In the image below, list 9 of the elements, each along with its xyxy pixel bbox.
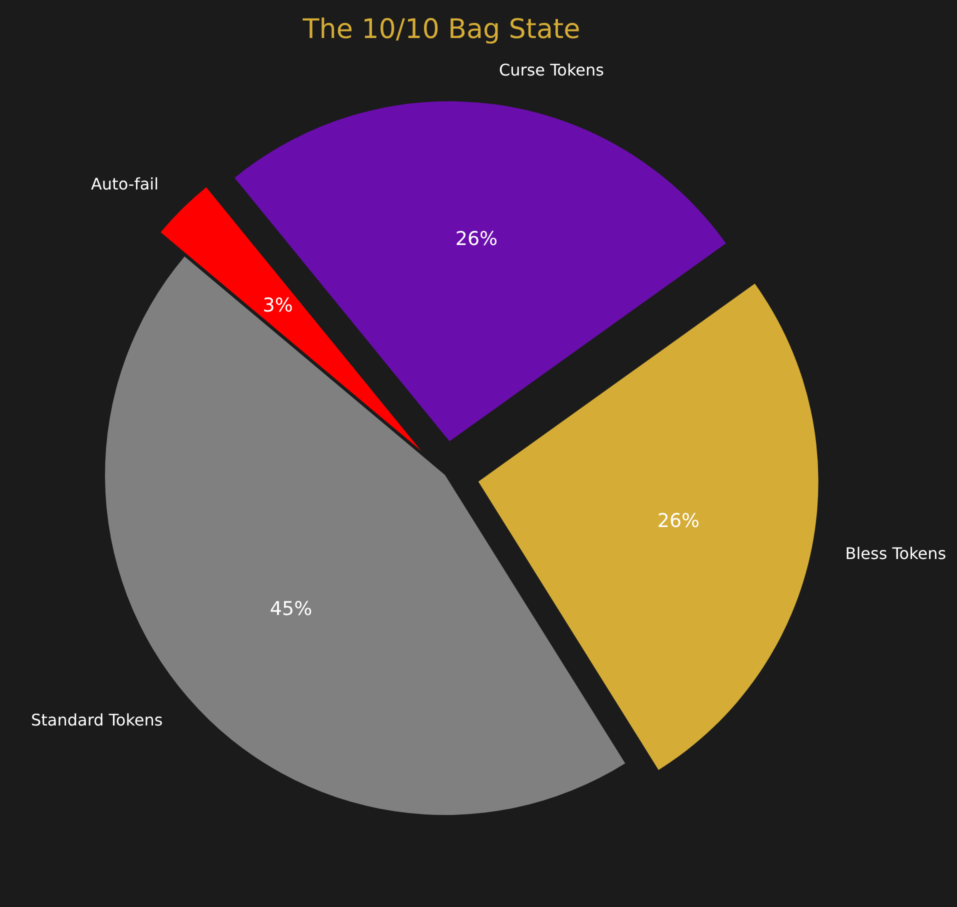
data-label: 26% — [657, 510, 700, 532]
data-label: 26% — [455, 228, 498, 250]
slice-label: Standard Tokens — [31, 710, 163, 730]
data-label: 3% — [262, 294, 293, 317]
data-label: 45% — [270, 598, 312, 620]
slice-label: Auto-fail — [90, 174, 159, 194]
chart-title: The 10/10 Bag State — [302, 14, 580, 45]
slice-label: Bless Tokens — [845, 544, 946, 564]
slice-label: Curse Tokens — [498, 60, 604, 80]
